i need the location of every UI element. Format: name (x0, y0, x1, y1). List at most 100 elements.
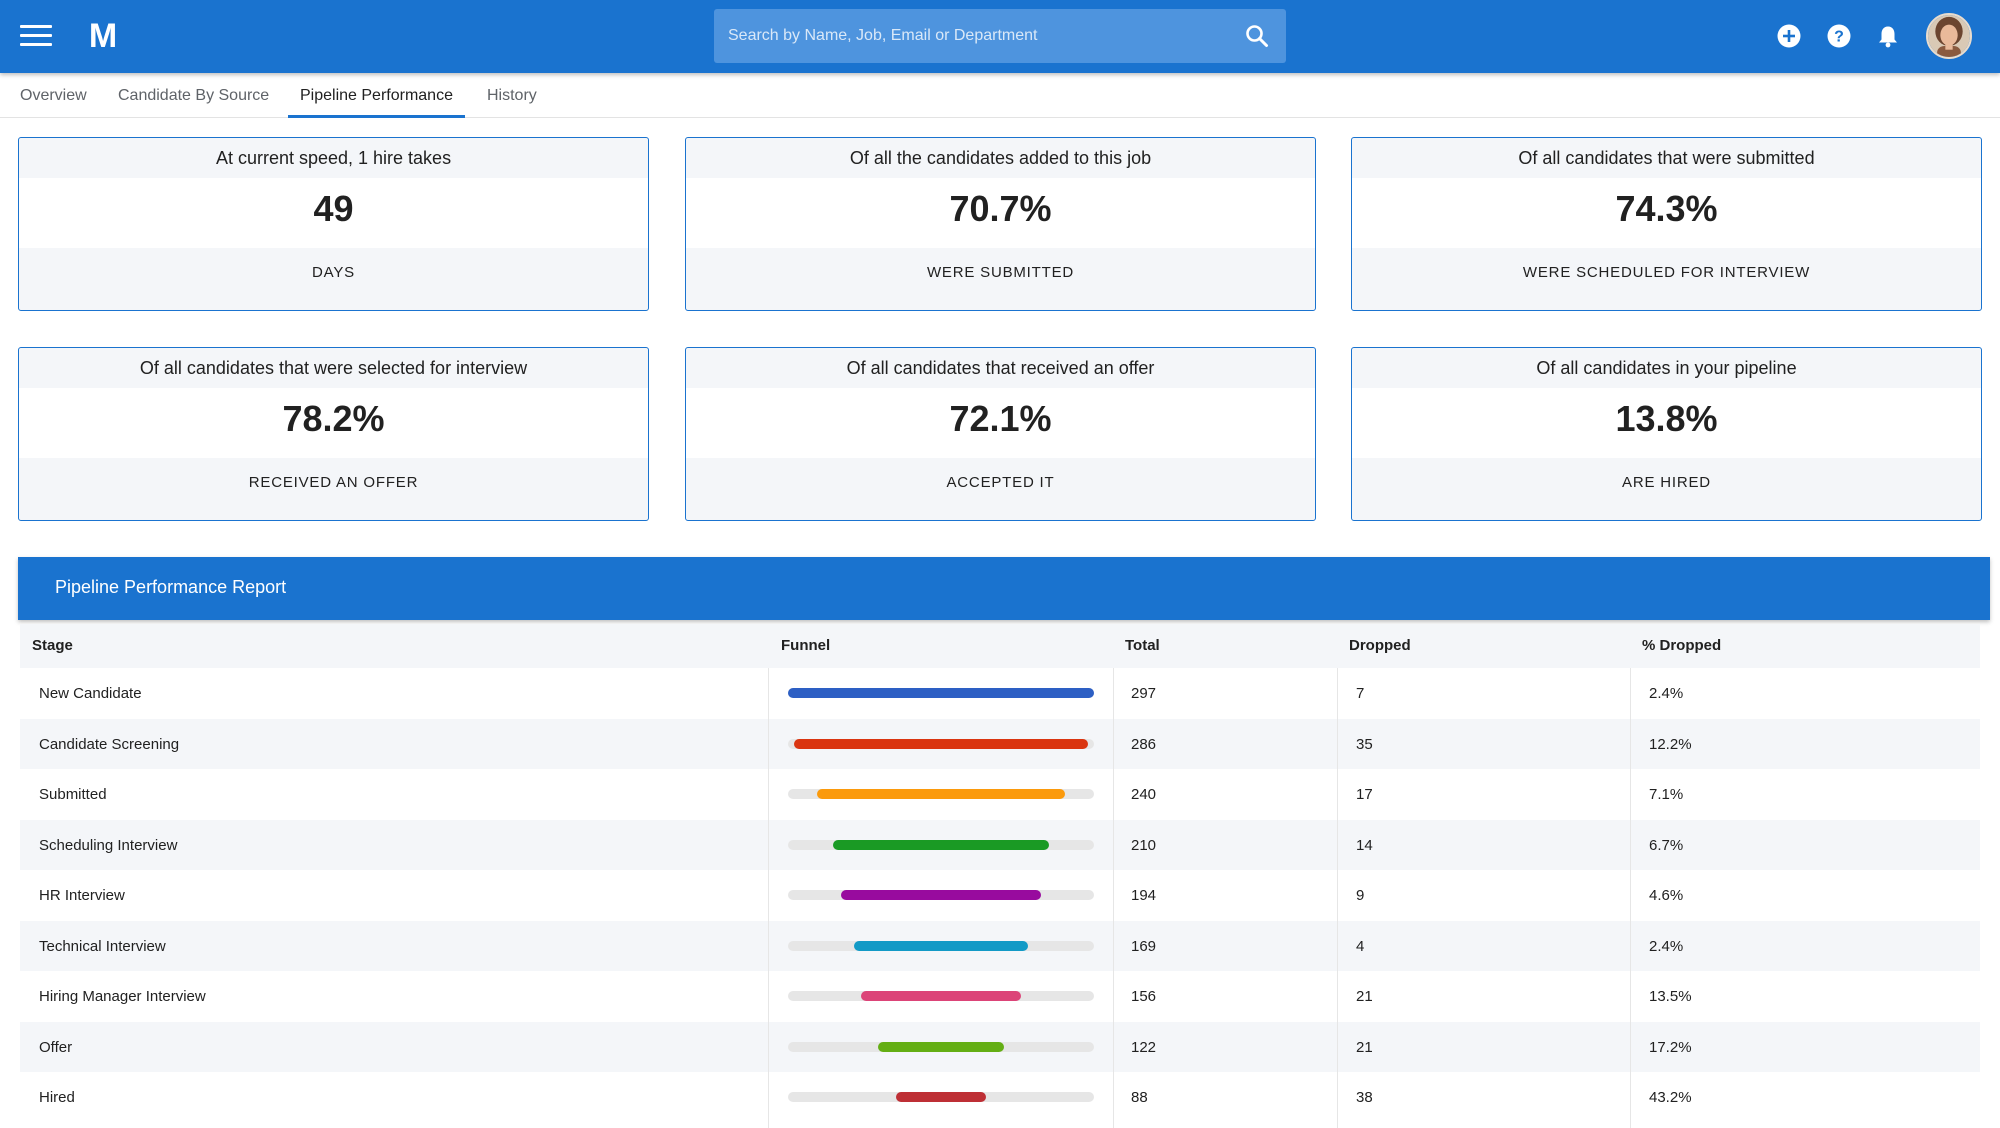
add-icon[interactable] (1775, 22, 1803, 50)
funnel-track (788, 1041, 1094, 1052)
report-header: Pipeline Performance Report (18, 557, 1990, 620)
column-header-funnel: Funnel (781, 637, 831, 654)
stage-cell: Technical Interview (39, 937, 166, 955)
table-row[interactable]: New Candidate 297 7 2.4% (20, 668, 1980, 719)
funnel-track (788, 890, 1094, 900)
card-value: 74.3% (1352, 178, 1981, 248)
column-header-stage: Stage (32, 637, 73, 654)
funnel-bar (788, 688, 1094, 698)
dropped-cell: 9 (1356, 887, 1365, 904)
total-cell: 88 (1131, 1089, 1148, 1106)
kpi-card-hire-speed: At current speed, 1 hire takes 49 DAYS (18, 137, 649, 311)
card-value: 13.8% (1352, 388, 1981, 458)
svg-text:M: M (89, 17, 117, 53)
funnel-bar (841, 890, 1041, 900)
avatar[interactable] (1926, 13, 1972, 59)
table-row[interactable]: Submitted 240 17 7.1% (20, 769, 1980, 820)
stage-cell: Hiring Manager Interview (39, 988, 206, 1005)
funnel-track (788, 839, 1094, 850)
column-header-total: Total (1125, 637, 1160, 654)
table-row[interactable]: Hiring Manager Interview 156 21 13.5% (20, 971, 1980, 1022)
funnel-bar (817, 789, 1065, 799)
search-placeholder: Search by Name, Job, Email or Department (728, 27, 1038, 44)
card-value: 70.7% (686, 178, 1315, 248)
card-title: Of all candidates that received an offer (846, 358, 1155, 378)
card-caption: DAYS (312, 264, 355, 281)
total-cell: 156 (1131, 988, 1157, 1005)
card-title: Of all the candidates added to this job (849, 148, 1152, 168)
pct-dropped-cell: 7.1% (1649, 786, 1684, 803)
total-cell: 210 (1131, 836, 1157, 854)
funnel-track (788, 738, 1094, 749)
table-row[interactable]: Scheduling Interview 210 14 6.7% (20, 819, 1980, 870)
svg-text:?: ? (1834, 29, 1844, 46)
pct-dropped-cell: 4.6% (1649, 887, 1684, 904)
dropped-cell: 21 (1356, 1038, 1373, 1056)
funnel-bar (895, 1092, 987, 1102)
search-input[interactable]: Search by Name, Job, Email or Department (714, 9, 1286, 63)
pct-dropped-cell: 12.2% (1649, 735, 1692, 753)
report-title: Pipeline Performance Report (55, 577, 287, 597)
funnel-track (788, 1092, 1094, 1102)
app-logo[interactable]: M (86, 17, 120, 53)
table-row[interactable]: Technical Interview 169 4 2.4% (20, 920, 1980, 971)
total-cell: 194 (1131, 887, 1157, 904)
pct-dropped-cell: 17.2% (1649, 1038, 1692, 1056)
table-row[interactable]: Offer 122 21 17.2% (20, 1021, 1980, 1072)
dropped-cell: 17 (1356, 786, 1373, 803)
bell-icon[interactable] (1874, 22, 1902, 50)
kpi-card-received-offer: Of all candidates that were selected for… (18, 347, 649, 521)
stage-cell: New Candidate (39, 685, 142, 702)
dropped-cell: 21 (1356, 988, 1373, 1005)
card-title: Of all candidates in your pipeline (1536, 358, 1797, 378)
card-title: At current speed, 1 hire takes (215, 148, 452, 168)
column-divider (1337, 668, 1338, 1128)
pct-dropped-cell: 6.7% (1649, 836, 1684, 854)
card-value: 72.1% (686, 388, 1315, 458)
column-header-dropped: Dropped (1349, 637, 1411, 654)
funnel-track (788, 688, 1094, 698)
dropped-cell: 38 (1356, 1089, 1373, 1106)
table-row[interactable]: Hired 88 38 43.2% (20, 1072, 1980, 1123)
search-icon[interactable] (1244, 23, 1270, 49)
total-cell: 122 (1131, 1038, 1157, 1056)
kpi-card-scheduled-interview: Of all candidates that were submitted 74… (1351, 137, 1982, 311)
funnel-bar (793, 738, 1089, 749)
help-icon[interactable]: ? (1825, 22, 1853, 50)
funnel-track (788, 789, 1094, 799)
funnel-bar (832, 839, 1050, 850)
card-caption: ACCEPTED IT (946, 474, 1055, 491)
table-row[interactable]: HR Interview 194 9 4.6% (20, 870, 1980, 921)
pct-dropped-cell: 2.4% (1649, 937, 1684, 955)
card-title: Of all candidates that were submitted (1518, 148, 1815, 168)
top-app-bar: M Search by Name, Job, Email or Departme… (0, 0, 2000, 73)
tab-history[interactable]: History (487, 87, 537, 104)
kpi-card-accepted-offer: Of all candidates that received an offer… (685, 347, 1316, 521)
card-caption: RECEIVED AN OFFER (248, 474, 419, 491)
card-caption: WERE SCHEDULED FOR INTERVIEW (1522, 264, 1811, 281)
stage-cell: Submitted (39, 786, 107, 803)
card-caption: WERE SUBMITTED (926, 264, 1075, 281)
card-value: 49 (19, 178, 648, 248)
table-row[interactable]: Candidate Screening 286 35 12.2% (20, 718, 1980, 769)
pct-dropped-cell: 2.4% (1649, 685, 1684, 702)
dropped-cell: 7 (1356, 685, 1365, 702)
pct-dropped-cell: 13.5% (1649, 988, 1692, 1005)
funnel-bar (878, 1041, 1004, 1052)
dropped-cell: 14 (1356, 836, 1373, 854)
dropped-cell: 4 (1356, 937, 1365, 955)
column-divider (1113, 668, 1114, 1128)
stage-cell: Hired (39, 1089, 75, 1106)
tab-pipeline-performance[interactable]: Pipeline Performance (288, 87, 465, 118)
kpi-card-submitted: Of all the candidates added to this job … (685, 137, 1316, 311)
stage-cell: Offer (39, 1038, 73, 1056)
funnel-track (788, 991, 1094, 1001)
kpi-card-hired: Of all candidates in your pipeline 13.8%… (1351, 347, 1982, 521)
menu-icon[interactable] (20, 24, 52, 48)
tab-overview[interactable]: Overview (20, 87, 87, 104)
table-header: Stage Funnel Total Dropped % Dropped (20, 624, 1980, 668)
column-divider (768, 668, 769, 1128)
total-cell: 240 (1131, 786, 1157, 803)
tab-candidate-by-source[interactable]: Candidate By Source (118, 87, 270, 104)
card-value: 78.2% (19, 388, 648, 458)
